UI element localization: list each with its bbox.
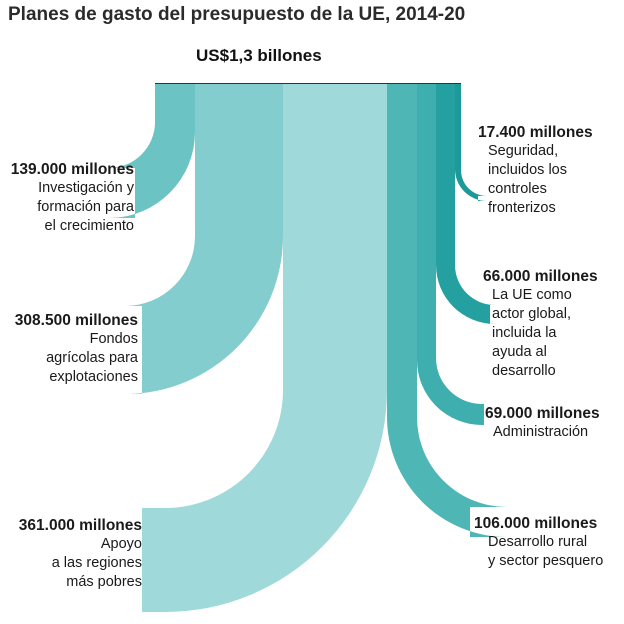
label-regiones: 361.000 millones Apoyo a las regiones má…	[19, 516, 142, 592]
desc-investigacion-3: el crecimiento	[44, 218, 134, 234]
amount-administracion: 69.000 millones	[485, 405, 600, 422]
label-administracion: 69.000 millones Administración	[485, 404, 600, 442]
label-rural: 106.000 millones Desarrollo rural y sect…	[474, 514, 603, 571]
flow-regiones	[142, 84, 387, 612]
chart-title: Planes de gasto del presupuesto de la UE…	[8, 4, 466, 25]
desc-seguridad-4: fronterizos	[488, 200, 556, 216]
desc-global-1: La UE como	[492, 287, 572, 303]
amount-regiones: 361.000 millones	[18, 517, 142, 534]
label-agricola: 308.500 millones Fondos agrícolas para e…	[15, 311, 138, 387]
flow-global	[436, 84, 495, 324]
desc-agricola-3: explotaciones	[49, 369, 138, 385]
flow-administracion	[417, 84, 484, 425]
flow-seguridad	[455, 84, 487, 201]
amount-rural: 106.000 millones	[474, 515, 598, 532]
desc-regiones-3: más pobres	[66, 574, 142, 590]
desc-administracion-1: Administración	[493, 424, 589, 440]
desc-seguridad-2: incluidos los	[488, 162, 567, 178]
desc-investigacion-1: Investigación y	[38, 180, 134, 196]
desc-regiones-2: a las regiones	[51, 555, 142, 571]
flow-agricola	[125, 84, 283, 394]
desc-seguridad-1: Seguridad,	[488, 143, 559, 159]
desc-investigacion-2: formación para	[37, 199, 134, 215]
desc-global-5: desarrollo	[492, 363, 556, 379]
flow-investigacion	[109, 84, 195, 218]
label-seguridad: 17.400 millones Seguridad, incluidos los…	[478, 123, 593, 218]
amount-investigacion: 139.000 millones	[10, 161, 134, 178]
total-label: US$1,3 billones	[196, 46, 322, 65]
desc-rural-1: Desarrollo rural	[488, 534, 588, 550]
desc-global-3: incluida la	[492, 325, 557, 341]
label-investigacion: 139.000 millones Investigación y formaci…	[11, 160, 134, 236]
desc-global-4: ayuda al	[492, 344, 547, 360]
label-global: 66.000 millones La UE como actor global,…	[483, 267, 598, 381]
desc-seguridad-3: controles	[488, 181, 547, 197]
amount-global: 66.000 millones	[483, 268, 598, 285]
desc-rural-2: y sector pesquero	[488, 553, 604, 569]
amount-seguridad: 17.400 millones	[478, 124, 593, 141]
amount-agricola: 308.500 millones	[14, 312, 138, 329]
desc-agricola-2: agrícolas para	[46, 350, 138, 366]
desc-regiones-1: Apoyo	[100, 536, 142, 552]
desc-agricola-1: Fondos	[89, 331, 138, 347]
desc-global-2: actor global,	[492, 306, 571, 322]
